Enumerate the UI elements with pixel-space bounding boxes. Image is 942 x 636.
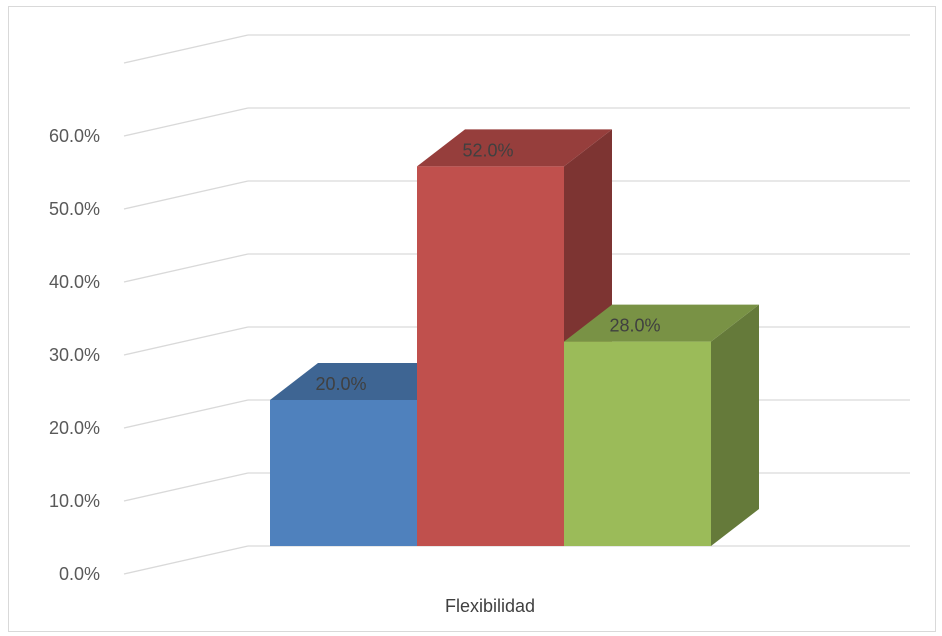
gridline-side	[123, 399, 249, 429]
bar-side	[711, 304, 759, 546]
gridline-side	[123, 107, 249, 137]
bar-front	[417, 166, 564, 546]
y-tick-label: 50.0%	[49, 199, 100, 219]
data-label: 52.0%	[463, 140, 514, 160]
y-tick-label: 0.0%	[59, 564, 100, 584]
bar-top	[270, 363, 465, 400]
gridline-side	[123, 326, 249, 356]
gridline-side	[123, 472, 249, 502]
bar-front	[564, 341, 711, 546]
y-axis-ticks: 0.0% 10.0% 20.0% 30.0% 40.0% 50.0% 60.0%	[49, 126, 100, 584]
gridline-side	[123, 180, 249, 210]
bar-front	[270, 400, 417, 546]
gridline-side	[123, 34, 249, 64]
y-tick-label: 60.0%	[49, 126, 100, 146]
y-tick-label: 40.0%	[49, 272, 100, 292]
y-tick-label: 20.0%	[49, 418, 100, 438]
bar-top	[564, 304, 759, 342]
gridline-side	[123, 253, 249, 283]
y-tick-label: 30.0%	[49, 345, 100, 365]
bars	[270, 129, 759, 546]
category-label: Flexibilidad	[445, 596, 535, 616]
data-label: 20.0%	[316, 374, 367, 394]
data-labels: 20.0% 52.0% 28.0%	[316, 140, 661, 394]
gridline-side	[123, 545, 249, 575]
bar	[564, 304, 759, 546]
data-label: 28.0%	[610, 316, 661, 336]
bar-top	[417, 129, 612, 167]
y-tick-label: 10.0%	[49, 491, 100, 511]
